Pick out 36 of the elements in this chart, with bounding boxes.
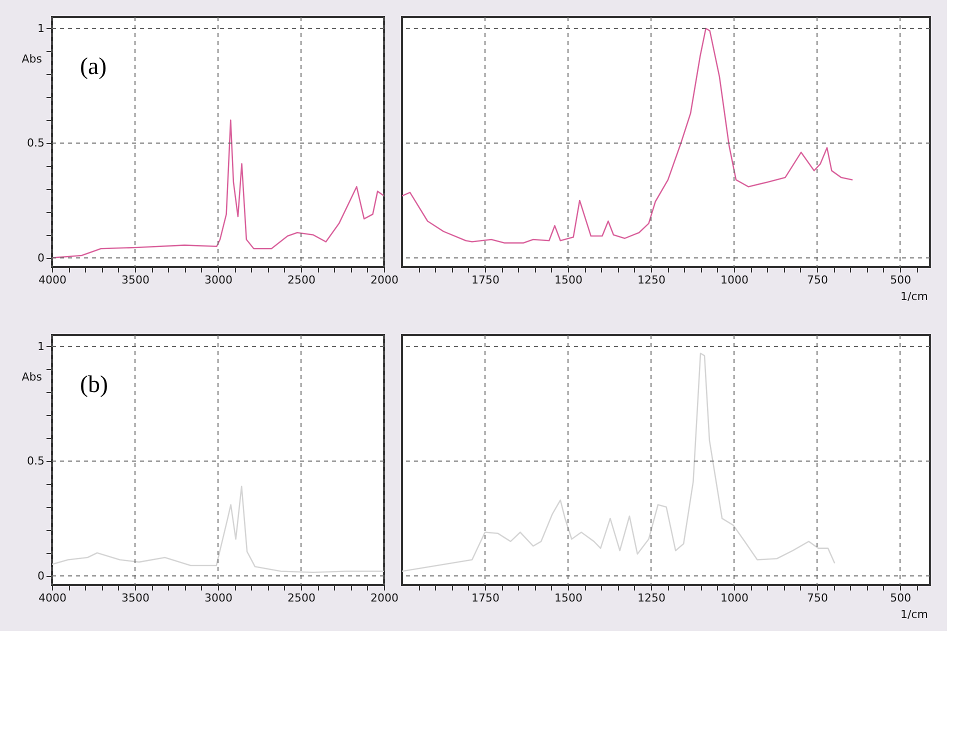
x-tick-label: 2000 [370, 274, 399, 286]
y-tick-label: 0 [38, 251, 44, 264]
x-tick-label: 4000 [38, 592, 66, 604]
x-tick-label: 4000 [38, 274, 66, 286]
x-tick-label: 3000 [204, 592, 233, 604]
x-axis-title: 1/cm [900, 608, 928, 621]
x-tick-label: 1250 [638, 592, 666, 604]
x-tick-label: 1500 [554, 592, 583, 604]
x-axis-title: 1/cm [900, 290, 928, 303]
x-tick-label: 2500 [288, 592, 316, 604]
x-tick-label: 3500 [122, 592, 150, 604]
x-tick-label: 3000 [204, 274, 233, 286]
x-tick-label: 3500 [122, 274, 150, 286]
x-tick-label: 750 [807, 592, 828, 604]
y-axis-title: Abs [22, 370, 42, 384]
line-series [52, 120, 384, 258]
x-tick-label: 500 [890, 592, 912, 604]
x-tick-label: 1750 [472, 274, 500, 286]
x-tick-label: 2000 [370, 592, 399, 604]
y-tick-label: 0 [38, 569, 44, 582]
line-series [52, 486, 384, 574]
y-tick-label: 0.5 [27, 454, 44, 468]
x-tick-label: 1000 [720, 592, 749, 604]
x-tick-label: 750 [807, 274, 828, 286]
x-tick-label: 500 [890, 274, 912, 286]
x-tick-label: 1500 [554, 274, 583, 286]
y-tick-label: 1 [38, 340, 44, 353]
y-axis-title: Abs [22, 52, 42, 66]
y-tick-label: 0.5 [27, 136, 44, 150]
annotation: (b) [80, 372, 108, 398]
x-tick-label: 1250 [638, 274, 666, 286]
y-tick-label: 1 [38, 22, 44, 35]
x-tick-label: 1750 [472, 592, 500, 604]
x-tick-label: 2500 [288, 274, 316, 286]
x-tick-label: 1000 [720, 274, 749, 286]
annotation: (a) [80, 54, 107, 80]
